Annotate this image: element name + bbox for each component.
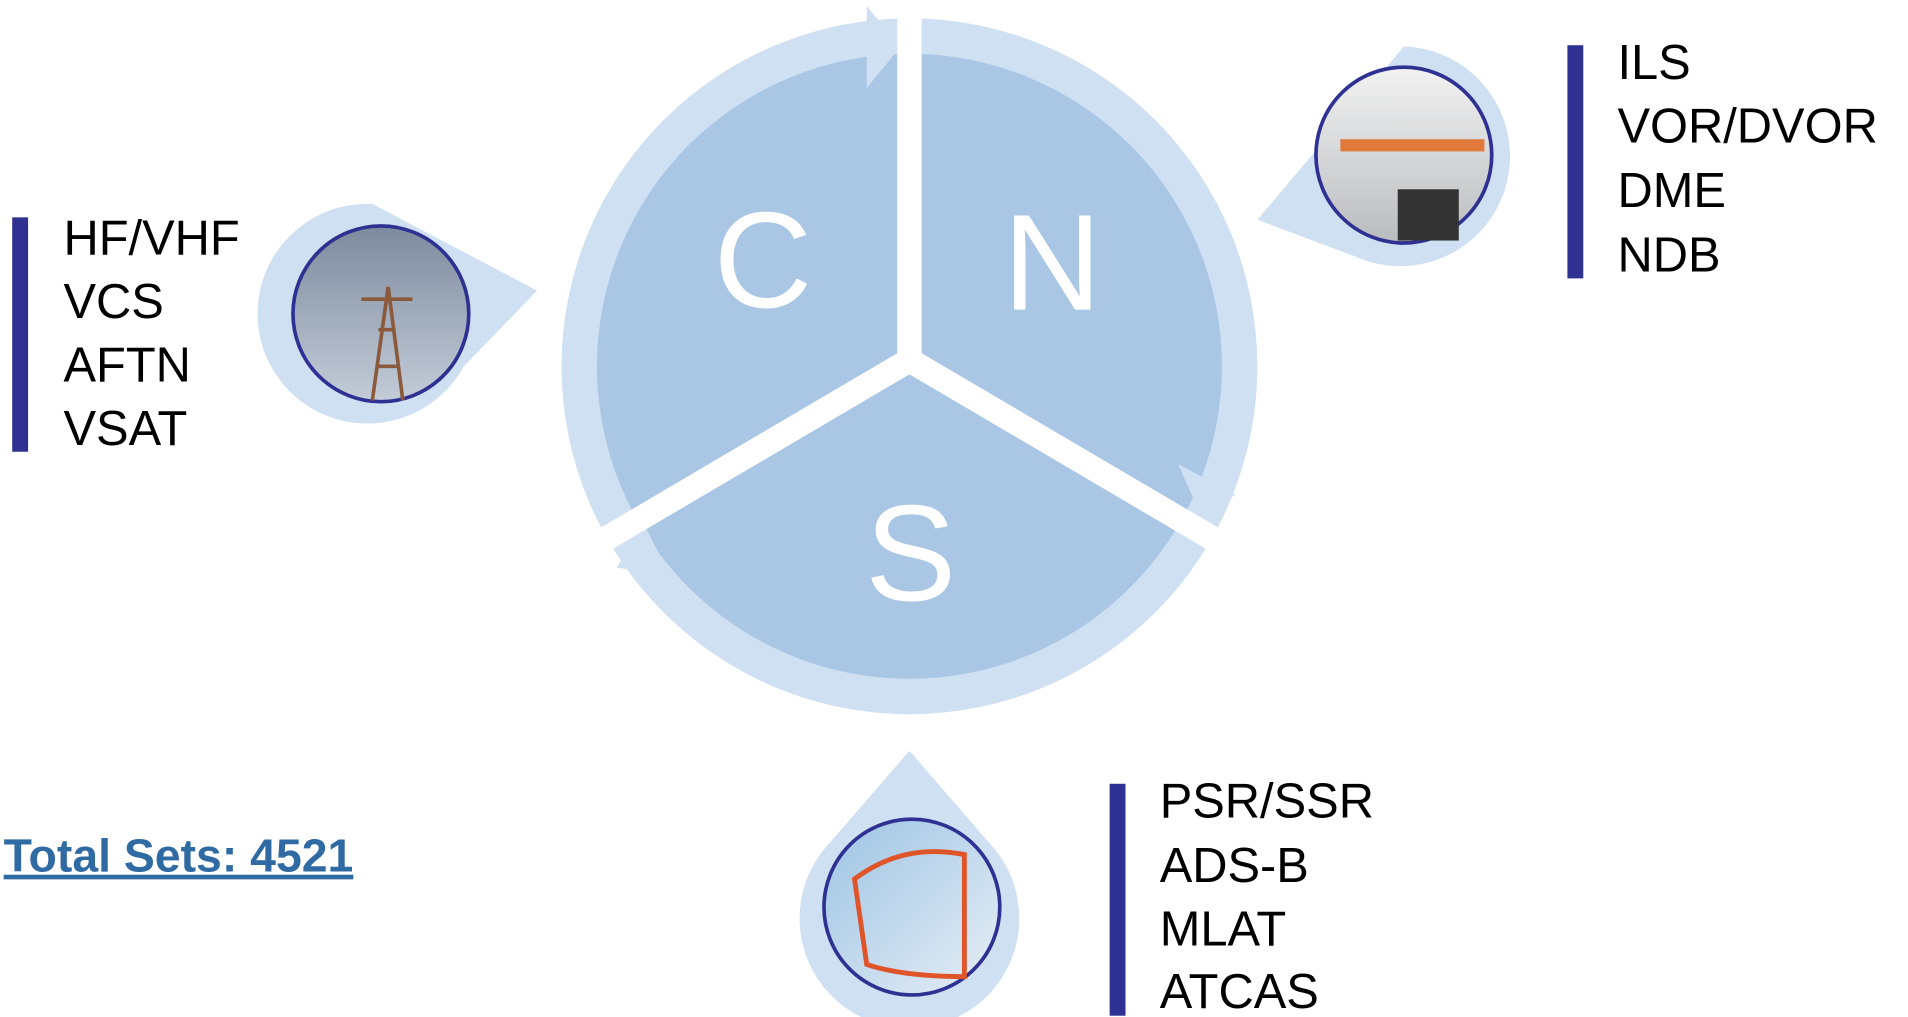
list-item: MLAT [1160, 903, 1287, 957]
list-item: DME [1617, 164, 1725, 218]
segment-letter: S [865, 476, 956, 629]
list-item: PSR/SSR [1160, 774, 1374, 828]
list-item: VOR/DVOR [1617, 99, 1877, 153]
list-item: ILS [1617, 36, 1690, 90]
segment-letter: C [714, 183, 813, 336]
total-sets: Total Sets: 4521 [4, 830, 354, 882]
bubble-s [800, 751, 1020, 1017]
photo [824, 819, 1000, 995]
segment-letter: N [1003, 186, 1102, 339]
list-item: HF/VHF [63, 212, 239, 266]
list-item: ATCAS [1160, 965, 1319, 1017]
page: C N S HF/VHF VCS AFTN VSAT ILS VOR/DVOR … [0, 0, 1908, 1017]
list-item: VSAT [63, 402, 187, 456]
list-item: ADS-B [1160, 839, 1309, 893]
list-item: AFTN [63, 339, 190, 393]
bubble-c [258, 204, 538, 424]
list-bar [1110, 784, 1126, 1016]
list-bar [12, 217, 28, 451]
checker [1398, 189, 1459, 240]
photo [293, 226, 469, 402]
list-item: VCS [63, 275, 163, 329]
antenna-array [1340, 139, 1484, 151]
cycle: C N S [562, 0, 1258, 714]
list-item: NDB [1617, 229, 1720, 283]
list-bar [1567, 45, 1583, 278]
cns-diagram: C N S HF/VHF VCS AFTN VSAT ILS VOR/DVOR … [0, 0, 1908, 1017]
bubble-n [1257, 46, 1510, 266]
